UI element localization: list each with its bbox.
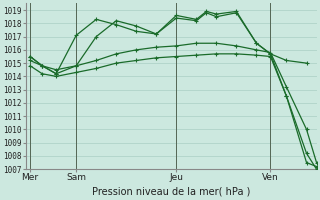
X-axis label: Pression niveau de la mer( hPa ): Pression niveau de la mer( hPa ) xyxy=(92,187,251,197)
